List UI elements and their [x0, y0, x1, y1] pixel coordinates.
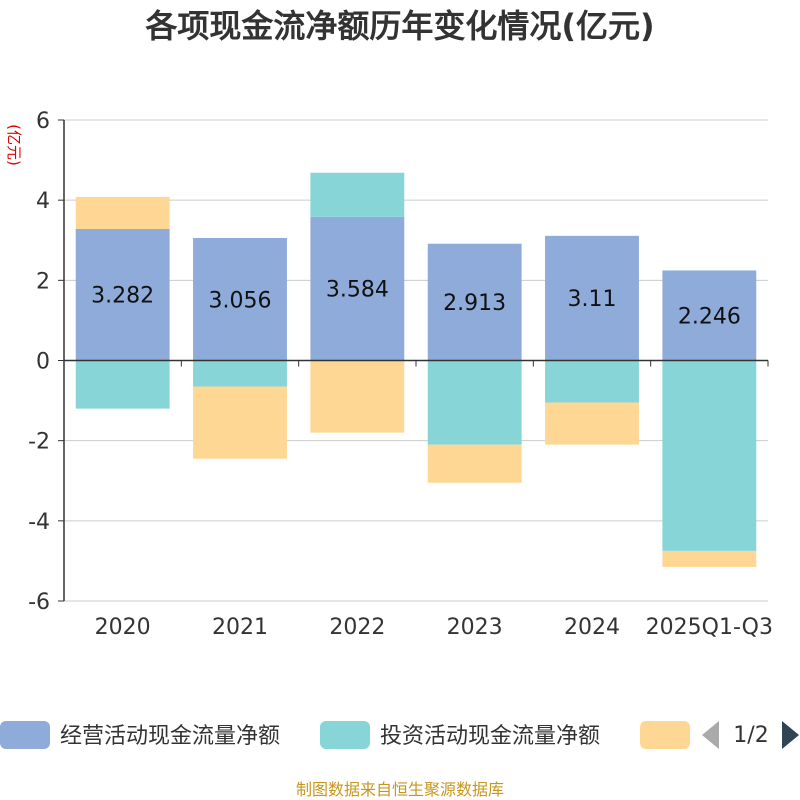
source-note: 制图数据来自恒生聚源数据库: [296, 780, 504, 799]
y-tick-label: 4: [36, 189, 50, 214]
data-label: 3.11: [568, 287, 617, 312]
y-tick-label: -2: [28, 430, 50, 455]
bar-segment: [193, 386, 287, 459]
data-label: 2.246: [678, 304, 741, 329]
bars: [75, 172, 757, 567]
y-tick-label: 2: [36, 269, 50, 294]
data-label: 3.282: [91, 284, 154, 309]
legend-prev-icon[interactable]: [702, 721, 719, 749]
axes: 6 4 2 0 -2 -4 -6 2020 2021 2022 2023 2024 2025Q1-Q3: [28, 109, 773, 640]
x-tick-label: 2024: [564, 615, 620, 640]
y-tick-label: 6: [36, 109, 50, 134]
bar-segment: [310, 216, 405, 361]
bar-segment: [427, 360, 522, 445]
x-tick-label: 2023: [447, 615, 503, 640]
legend-swatch: [0, 721, 50, 749]
data-label: 2.913: [443, 291, 506, 316]
x-tick-label: 2021: [212, 615, 268, 640]
bar-segment: [193, 238, 287, 361]
bar-segment: [545, 402, 639, 445]
data-label: 3.584: [326, 278, 389, 303]
x-tick-label: 2025Q1-Q3: [646, 615, 773, 640]
legend-label: 投资活动现金流量净额: [380, 724, 600, 749]
bar-segment: [427, 444, 522, 483]
bar-segment: [75, 360, 170, 409]
chart-title: 各项现金流净额历年变化情况(亿元): [145, 7, 654, 45]
x-tick-label: 2022: [329, 615, 385, 640]
legend-next-icon[interactable]: [782, 721, 799, 749]
legend-label: 经营活动现金流量净额: [60, 724, 280, 749]
y-axis-label: (亿元): [5, 124, 23, 166]
bar-segment: [662, 360, 757, 551]
data-label: 3.056: [209, 288, 272, 313]
grid-lines: [64, 119, 768, 602]
bar-segment: [193, 360, 287, 387]
bar-segment: [75, 228, 170, 361]
bar-segment: [662, 270, 757, 361]
x-tick-label: 2020: [95, 615, 151, 640]
y-tick-label: 0: [36, 350, 50, 375]
bar-segment: [310, 360, 405, 433]
bar-segment: [427, 243, 522, 361]
bar-segment: [662, 550, 757, 567]
y-tick-label: -6: [28, 590, 50, 615]
legend-swatch: [320, 721, 370, 749]
bar-segment: [75, 196, 170, 229]
bar-segment: [310, 172, 405, 217]
data-labels: 3.282 3.056 3.584 2.913 3.11 2.246: [91, 278, 741, 330]
legend-swatch: [640, 721, 690, 749]
bar-segment: [545, 360, 639, 403]
legend: 经营活动现金流量净额 投资活动现金流量净额 1/2: [0, 721, 799, 749]
bar-segment: [545, 235, 639, 361]
y-tick-label: -4: [28, 510, 50, 535]
legend-page: 1/2: [733, 723, 768, 748]
